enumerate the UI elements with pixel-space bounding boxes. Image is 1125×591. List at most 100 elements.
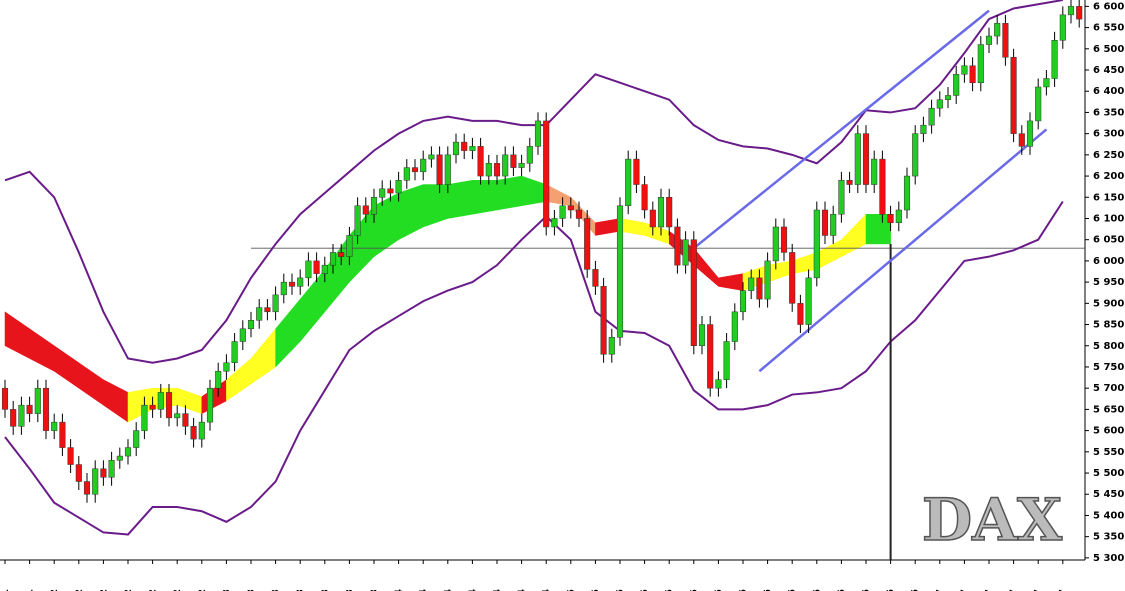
candle-body xyxy=(953,73,960,96)
candle-body xyxy=(961,65,968,75)
candle-body xyxy=(838,180,845,215)
candle-body xyxy=(18,404,25,427)
candle-body xyxy=(723,341,730,380)
x-tick-label: 8/7 xyxy=(959,589,970,591)
candle-body xyxy=(264,307,271,313)
y-tick-label: 6 250 xyxy=(1093,150,1124,161)
candle-body xyxy=(190,426,197,440)
candle-body xyxy=(256,307,263,321)
candle-body xyxy=(1035,86,1042,122)
candle-body xyxy=(534,120,542,147)
y-tick-label: 6 450 xyxy=(1093,65,1124,76)
y-tick-label: 6 000 xyxy=(1093,256,1124,267)
candle-body xyxy=(682,239,689,266)
x-tick-label: 17/6 xyxy=(836,589,847,591)
candle-body xyxy=(994,23,1001,37)
candle-body xyxy=(428,154,435,160)
trendline xyxy=(693,9,990,250)
x-tick-label: 5/7 xyxy=(935,589,946,591)
y-tick-label: 5 400 xyxy=(1093,510,1124,521)
candle-body xyxy=(936,99,943,109)
candle-body xyxy=(288,281,296,287)
y-tick-label: 5 500 xyxy=(1093,468,1124,479)
x-tick-label: 15/2 xyxy=(123,589,134,591)
y-tick-label: 5 800 xyxy=(1093,341,1124,352)
candle-body xyxy=(526,146,533,164)
candle-body xyxy=(51,421,58,431)
x-tick-label: 28/1 xyxy=(25,589,36,591)
candle-body xyxy=(75,464,82,482)
candle-body xyxy=(133,430,140,448)
candle-body xyxy=(1018,133,1025,147)
candle-body xyxy=(280,281,287,296)
candle-body xyxy=(379,188,386,198)
candle-body xyxy=(592,269,599,287)
candle-body xyxy=(1043,78,1050,88)
y-tick-label: 6 600 xyxy=(1093,1,1124,12)
candle-body xyxy=(862,133,870,185)
candle-body xyxy=(272,294,279,313)
candle-body xyxy=(797,303,804,325)
candle-body xyxy=(321,264,328,274)
y-tick-label: 5 550 xyxy=(1093,447,1124,458)
candle-body xyxy=(92,468,99,495)
y-tick-label: 5 750 xyxy=(1093,362,1124,373)
bollinger-upper xyxy=(4,0,1063,364)
candle-body xyxy=(821,209,829,236)
candle-body xyxy=(690,239,697,347)
y-tick-label: 6 150 xyxy=(1093,192,1124,203)
candle-body xyxy=(329,252,337,266)
x-tick-label: 4/6 xyxy=(763,589,774,591)
candle-body xyxy=(625,158,632,207)
candle-body xyxy=(772,226,779,262)
x-tick-label: 30/6 xyxy=(910,589,921,591)
candle-body xyxy=(985,35,993,45)
candle-body xyxy=(198,421,205,440)
x-tick-label: 2/2 xyxy=(49,589,60,591)
candle-body xyxy=(895,209,902,223)
candle-body xyxy=(485,163,492,177)
candle-body xyxy=(395,180,402,194)
cloud-segment xyxy=(865,213,891,245)
y-tick-label: 5 900 xyxy=(1093,298,1124,309)
candle-body xyxy=(1076,6,1083,20)
candle-body xyxy=(518,163,525,168)
candle-body xyxy=(600,286,607,355)
candle-body xyxy=(1026,120,1034,147)
candle-body xyxy=(387,188,394,194)
candle-body xyxy=(370,197,378,215)
candle-body xyxy=(231,341,238,363)
candle-body xyxy=(608,337,615,355)
candle-body xyxy=(116,455,123,461)
candle-body xyxy=(403,167,410,181)
candle-body xyxy=(108,460,115,478)
x-tick-label: 26/2 xyxy=(197,589,208,591)
x-tick-label: 21/7 xyxy=(1033,589,1044,591)
candle-body xyxy=(1002,23,1009,58)
x-tick-label: 27/5 xyxy=(713,589,724,591)
candle-body xyxy=(223,362,230,372)
candle-body xyxy=(666,197,673,228)
candle-body xyxy=(157,392,164,410)
candle-body xyxy=(887,213,894,223)
candle-body xyxy=(477,146,484,177)
candle-body xyxy=(141,404,148,431)
candle-body xyxy=(338,252,345,257)
candle-body xyxy=(780,226,788,253)
x-tick-label: 11/3 xyxy=(271,589,282,591)
candle-body xyxy=(715,379,722,389)
x-tick-label: 24/3 xyxy=(344,589,355,591)
candle-body xyxy=(305,260,312,279)
x-tick-label: 8/3 xyxy=(246,589,257,591)
candle-body xyxy=(420,158,427,173)
candle-body xyxy=(444,154,451,185)
candle-body xyxy=(707,324,714,389)
x-tick-label: 13/7 xyxy=(984,589,995,591)
y-tick-label: 5 650 xyxy=(1093,404,1124,415)
candle-body xyxy=(469,146,476,151)
bollinger-lower xyxy=(4,200,1064,536)
y-tick-label: 5 600 xyxy=(1093,426,1124,437)
y-tick-label: 6 350 xyxy=(1093,107,1124,118)
x-tick-label: 20/4 xyxy=(492,589,503,591)
y-tick-label: 6 050 xyxy=(1093,235,1124,246)
